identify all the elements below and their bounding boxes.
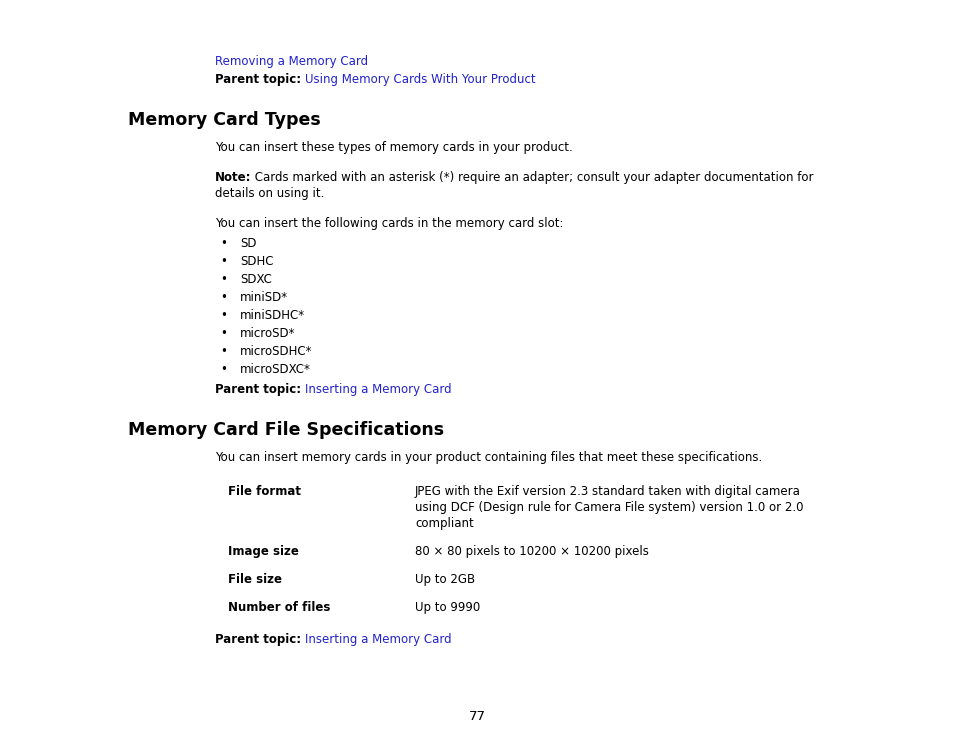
Text: Inserting a Memory Card: Inserting a Memory Card xyxy=(305,383,452,396)
Text: •: • xyxy=(220,345,227,358)
Text: Inserting a Memory Card: Inserting a Memory Card xyxy=(305,633,452,646)
Text: miniSD*: miniSD* xyxy=(240,291,288,304)
Text: •: • xyxy=(220,327,227,340)
Text: SDXC: SDXC xyxy=(240,273,272,286)
Text: Parent topic:: Parent topic: xyxy=(214,73,305,86)
Text: SD: SD xyxy=(240,237,256,250)
Text: You can insert memory cards in your product containing files that meet these spe: You can insert memory cards in your prod… xyxy=(214,451,761,464)
Text: File format: File format xyxy=(228,485,301,498)
Text: details on using it.: details on using it. xyxy=(214,187,324,200)
Text: Number of files: Number of files xyxy=(228,601,330,614)
Text: •: • xyxy=(220,363,227,376)
Text: Note:: Note: xyxy=(214,171,252,184)
Text: •: • xyxy=(220,291,227,304)
Text: Up to 2GB: Up to 2GB xyxy=(415,573,475,586)
Text: •: • xyxy=(220,237,227,250)
Text: •: • xyxy=(220,273,227,286)
Text: You can insert the following cards in the memory card slot:: You can insert the following cards in th… xyxy=(214,217,563,230)
Text: 80 × 80 pixels to 10200 × 10200 pixels: 80 × 80 pixels to 10200 × 10200 pixels xyxy=(415,545,648,558)
Text: Memory Card Types: Memory Card Types xyxy=(128,111,320,129)
Text: Parent topic:: Parent topic: xyxy=(214,633,305,646)
Text: 77: 77 xyxy=(468,710,485,723)
Text: Up to 9990: Up to 9990 xyxy=(415,601,479,614)
Text: Using Memory Cards With Your Product: Using Memory Cards With Your Product xyxy=(305,73,536,86)
Text: •: • xyxy=(220,255,227,268)
Text: File size: File size xyxy=(228,573,282,586)
Text: compliant: compliant xyxy=(415,517,474,530)
Text: •: • xyxy=(220,309,227,322)
Text: Removing a Memory Card: Removing a Memory Card xyxy=(214,55,368,68)
Text: JPEG with the Exif version 2.3 standard taken with digital camera: JPEG with the Exif version 2.3 standard … xyxy=(415,485,800,498)
Text: microSD*: microSD* xyxy=(240,327,295,340)
Text: SDHC: SDHC xyxy=(240,255,274,268)
Text: microSDHC*: microSDHC* xyxy=(240,345,313,358)
Text: miniSDHC*: miniSDHC* xyxy=(240,309,305,322)
Text: You can insert these types of memory cards in your product.: You can insert these types of memory car… xyxy=(214,141,572,154)
Text: Parent topic:: Parent topic: xyxy=(214,383,305,396)
Text: Cards marked with an asterisk (*) require an adapter; consult your adapter docum: Cards marked with an asterisk (*) requir… xyxy=(252,171,813,184)
Text: Memory Card File Specifications: Memory Card File Specifications xyxy=(128,421,444,439)
Text: Image size: Image size xyxy=(228,545,298,558)
Text: microSDXC*: microSDXC* xyxy=(240,363,311,376)
Text: using DCF (Design rule for Camera File system) version 1.0 or 2.0: using DCF (Design rule for Camera File s… xyxy=(415,501,802,514)
